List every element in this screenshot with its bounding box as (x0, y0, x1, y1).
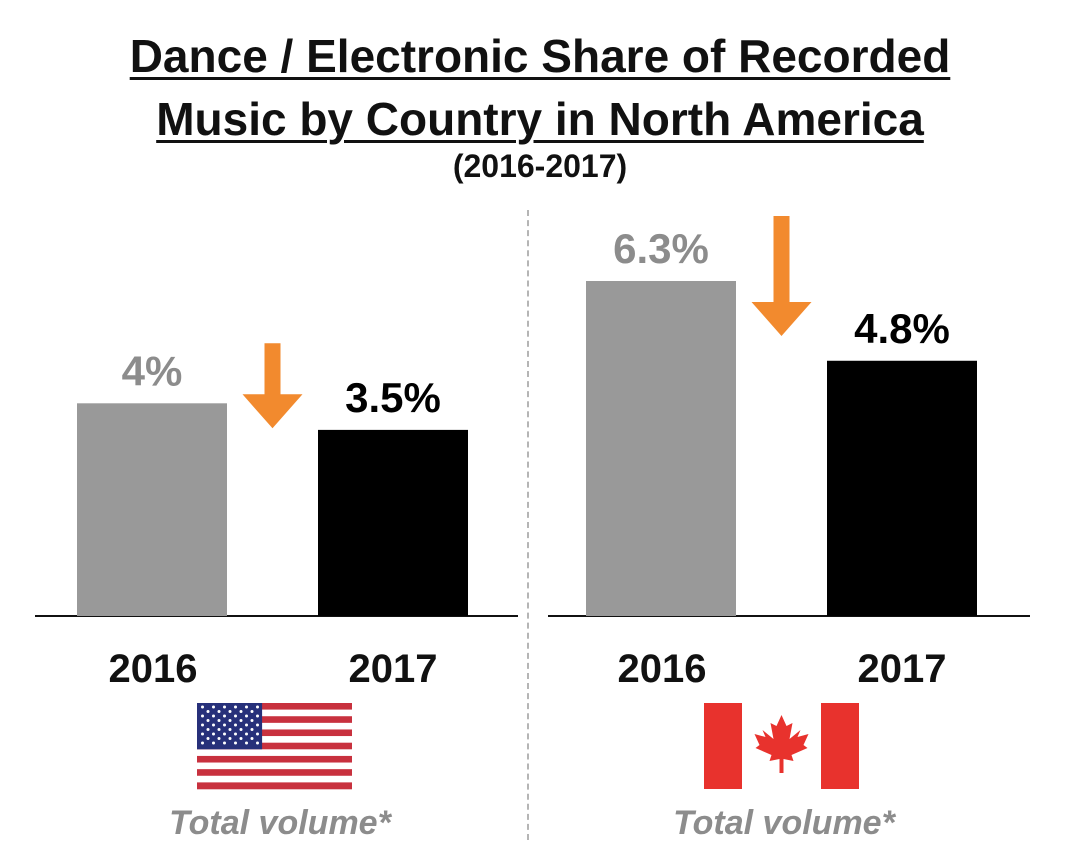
us-flag-icon (197, 703, 352, 790)
us-value-label-2017: 3.5% (345, 374, 441, 421)
canada-value-label-2016: 6.3% (613, 225, 709, 272)
us-value-label-2016: 4% (122, 347, 183, 394)
canada-category-label-2017: 2017 (858, 647, 947, 691)
canada-category-label-2016: 2016 (618, 647, 707, 691)
panel-divider (527, 210, 529, 840)
us-bar-2016 (77, 403, 227, 616)
canada-flag-icon (704, 703, 859, 789)
us-total-volume-note: Total volume* (169, 804, 391, 842)
canada-value-label-2017: 4.8% (854, 305, 950, 352)
us-category-label-2016: 2016 (109, 647, 198, 691)
canada-down-arrow-icon (751, 216, 812, 336)
us-bar-2017 (318, 429, 468, 616)
chart-title-line1: Dance / Electronic Share of Recorded (129, 30, 951, 82)
canada-bar-2017 (827, 360, 977, 616)
canada-bar-2016 (586, 281, 736, 616)
canada-total-volume-note: Total volume* (673, 804, 895, 842)
chart-subtitle: (2016-2017) (452, 148, 628, 184)
us-down-arrow-icon (242, 343, 303, 429)
us-category-label-2017: 2017 (349, 647, 438, 691)
chart-title-line2: Music by Country in North America (156, 93, 924, 145)
